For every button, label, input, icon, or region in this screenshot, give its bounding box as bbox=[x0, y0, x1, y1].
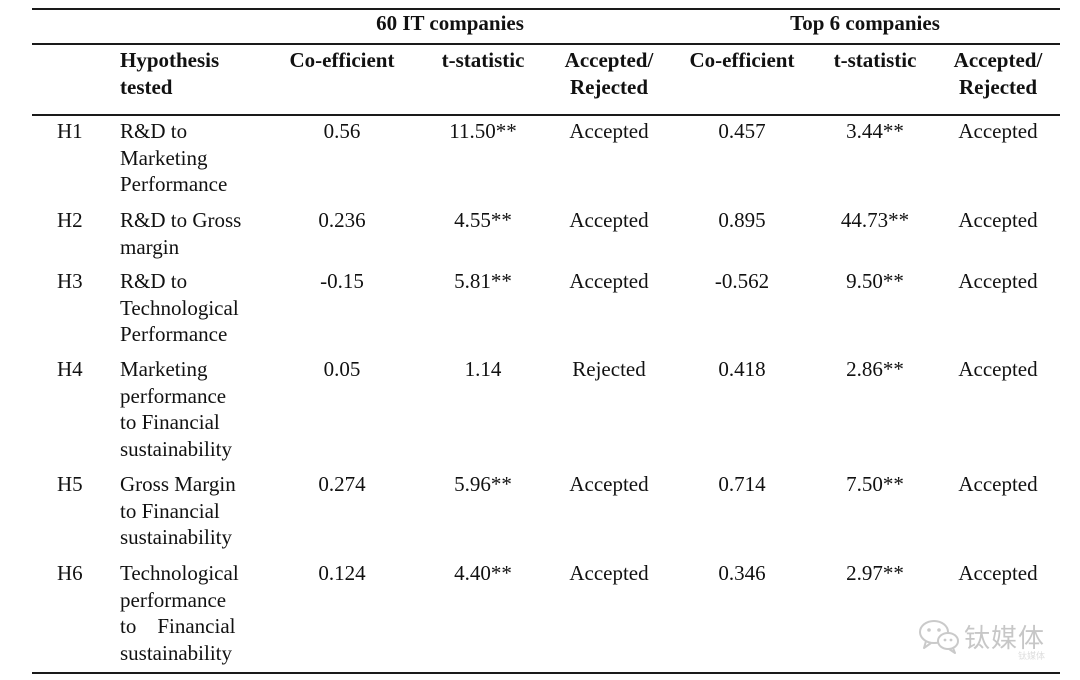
header-bottom-rule bbox=[32, 114, 1060, 116]
row-hypothesis: R&D to Gross margin bbox=[120, 208, 242, 259]
cell-result-top6: Accepted bbox=[958, 472, 1038, 496]
cell-result-60: Accepted bbox=[569, 472, 649, 496]
column-header-coefficient-top6: Co-efficient bbox=[689, 48, 795, 72]
cell-tstat-top6: 2.97** bbox=[846, 561, 904, 585]
cell-tstat-60: 1.14 bbox=[464, 357, 502, 381]
cell-result-60: Rejected bbox=[572, 357, 646, 381]
cell-tstat-top6: 2.86** bbox=[846, 357, 904, 381]
row-id: H2 bbox=[57, 208, 83, 232]
bottom-rule bbox=[32, 672, 1060, 674]
cell-coefficient-60: 0.05 bbox=[323, 357, 361, 381]
cell-coefficient-top6: 0.895 bbox=[718, 208, 766, 232]
cell-tstat-60: 4.40** bbox=[454, 561, 512, 585]
group-header-top-6: Top 6 companies bbox=[790, 11, 940, 35]
cell-coefficient-60: -0.15 bbox=[320, 269, 364, 293]
cell-coefficient-top6: 0.457 bbox=[718, 119, 766, 143]
row-id: H5 bbox=[57, 472, 83, 496]
watermark: 钛媒体 钛媒体 bbox=[918, 610, 1068, 670]
cell-result-top6: Accepted bbox=[958, 357, 1038, 381]
row-hypothesis: R&D to Technological Performance bbox=[120, 269, 239, 346]
cell-coefficient-60: 0.124 bbox=[318, 561, 366, 585]
watermark-text: 钛媒体 bbox=[964, 624, 1046, 654]
cell-tstat-60: 11.50** bbox=[449, 119, 517, 143]
row-hypothesis: Gross Margin to Financial sustainability bbox=[120, 472, 236, 549]
cell-coefficient-top6: 0.418 bbox=[718, 357, 766, 381]
row-id: H1 bbox=[57, 119, 83, 143]
group-header-60-it: 60 IT companies bbox=[376, 11, 524, 35]
cell-result-top6: Accepted bbox=[958, 561, 1038, 585]
row-hypothesis: Technological performance to Financial s… bbox=[120, 561, 239, 665]
cell-result-60: Accepted bbox=[569, 208, 649, 232]
row-id: H4 bbox=[57, 357, 83, 381]
group-header-rule bbox=[32, 43, 1060, 45]
cell-result-60: Accepted bbox=[569, 269, 649, 293]
cell-coefficient-top6: 0.714 bbox=[718, 472, 766, 496]
cell-result-top6: Accepted bbox=[958, 208, 1038, 232]
cell-coefficient-top6: -0.562 bbox=[714, 269, 770, 293]
row-id: H3 bbox=[57, 269, 83, 293]
row-hypothesis: R&D to Marketing Performance bbox=[120, 119, 228, 196]
cell-result-60: Accepted bbox=[569, 119, 649, 143]
column-header-accepted-top6: Accepted/ Rejected bbox=[953, 48, 1043, 99]
cell-result-60: Accepted bbox=[569, 561, 649, 585]
column-header-tstat-top6: t-statistic bbox=[833, 48, 917, 72]
watermark-subtext: 钛媒体 bbox=[1018, 652, 1046, 662]
column-header-hypothesis: Hypothesis tested bbox=[120, 48, 220, 99]
row-id: H6 bbox=[57, 561, 83, 585]
cell-coefficient-60: 0.236 bbox=[318, 208, 366, 232]
cell-tstat-top6: 3.44** bbox=[846, 119, 904, 143]
cell-coefficient-60: 0.56 bbox=[323, 119, 361, 143]
cell-coefficient-60: 0.274 bbox=[318, 472, 366, 496]
cell-coefficient-top6: 0.346 bbox=[718, 561, 766, 585]
wechat-icon bbox=[919, 620, 959, 654]
cell-tstat-60: 4.55** bbox=[454, 208, 512, 232]
cell-result-top6: Accepted bbox=[958, 119, 1038, 143]
column-header-coefficient-60: Co-efficient bbox=[289, 48, 395, 72]
cell-tstat-top6: 9.50** bbox=[846, 269, 904, 293]
top-rule bbox=[32, 8, 1060, 10]
column-header-accepted-60: Accepted/ Rejected bbox=[564, 48, 654, 99]
cell-tstat-top6: 7.50** bbox=[846, 472, 904, 496]
cell-tstat-top6: 44.73** bbox=[840, 208, 910, 232]
cell-tstat-60: 5.81** bbox=[454, 269, 512, 293]
column-header-tstat-60: t-statistic bbox=[441, 48, 525, 72]
cell-tstat-60: 5.96** bbox=[454, 472, 512, 496]
row-hypothesis: Marketing performance to Financial susta… bbox=[120, 357, 232, 461]
cell-result-top6: Accepted bbox=[958, 269, 1038, 293]
